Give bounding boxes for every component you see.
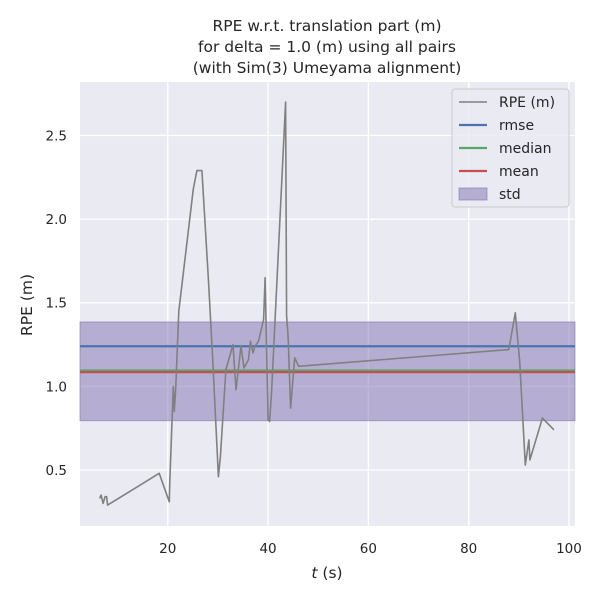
y-tick-label-1: 1.0 xyxy=(46,379,67,395)
legend-swatch-4 xyxy=(458,187,488,201)
chart-title-line-3: (with Sim(3) Umeyama alignment) xyxy=(193,59,462,77)
legend-label-4: std xyxy=(499,187,521,203)
y-tick-label-3: 2.0 xyxy=(46,212,67,228)
x-tick-labels: 20 40 60 80 100 xyxy=(159,541,582,557)
x-tick-label-1: 40 xyxy=(259,541,276,557)
x-axis-label: t (s) xyxy=(311,564,342,582)
legend-label-3: mean xyxy=(499,164,539,180)
stat-lines-layer xyxy=(80,345,575,374)
x-tick-label-0: 20 xyxy=(159,541,176,557)
x-axis-label-var: t xyxy=(311,564,318,582)
y-tick-label-2: 1.5 xyxy=(46,296,67,312)
x-tick-label-2: 60 xyxy=(360,541,377,557)
legend-label-0: RPE (m) xyxy=(499,95,555,111)
y-tick-label-4: 2.5 xyxy=(46,129,67,145)
series-layer xyxy=(98,101,555,506)
x-axis-label-unit: (s) xyxy=(317,564,342,582)
chart-title-line-2: for delta = 1.0 (m) using all pairs xyxy=(198,38,456,56)
legend-label-1: rmse xyxy=(499,118,534,134)
y-tick-label-0: 0.5 xyxy=(46,463,67,479)
y-axis-label: RPE (m) xyxy=(18,274,36,336)
series-line-0 xyxy=(98,101,555,506)
legend-label-2: median xyxy=(499,141,551,157)
chart-title: RPE w.r.t. translation part (m) for delt… xyxy=(193,17,462,77)
chart-title-line-1: RPE w.r.t. translation part (m) xyxy=(212,17,441,35)
legend-box xyxy=(451,88,570,208)
x-tick-label-3: 80 xyxy=(460,541,477,557)
x-tick-label-4: 100 xyxy=(556,541,582,557)
y-tick-labels: 0.5 1.0 1.5 2.0 2.5 xyxy=(46,129,67,479)
legend: RPE (m) rmse median mean std xyxy=(451,88,570,208)
